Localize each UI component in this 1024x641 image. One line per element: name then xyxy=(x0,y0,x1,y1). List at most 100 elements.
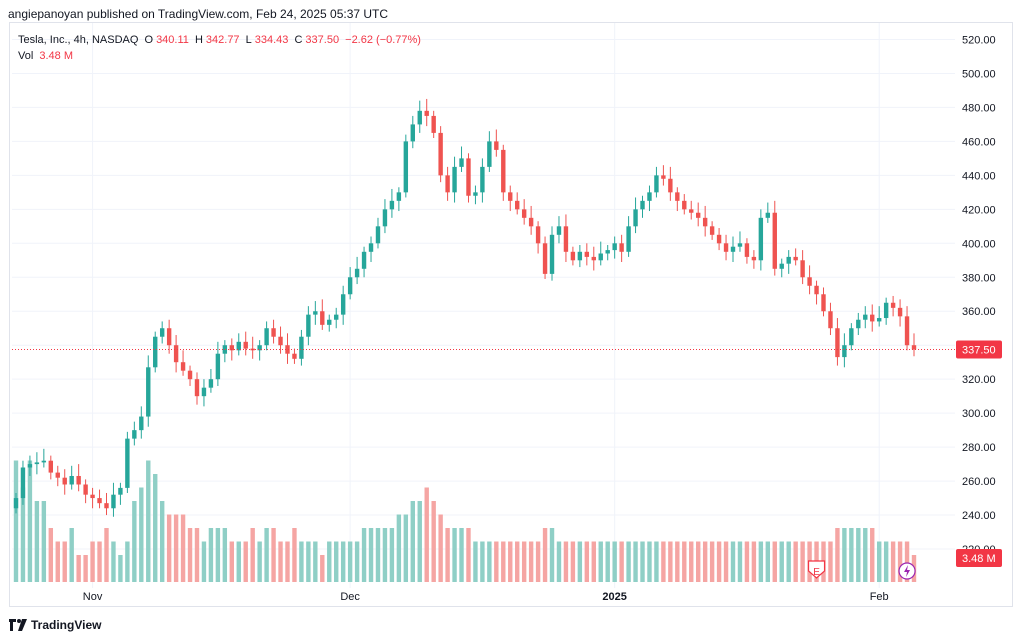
candle-body[interactable] xyxy=(173,345,179,363)
candle-body[interactable] xyxy=(654,175,659,193)
candle-body[interactable] xyxy=(890,302,896,308)
candle-body[interactable] xyxy=(236,341,241,351)
candle-body[interactable] xyxy=(480,166,485,193)
candle-body[interactable] xyxy=(633,209,638,227)
candle-body[interactable] xyxy=(730,246,736,252)
candle-body[interactable] xyxy=(716,234,722,244)
candle-body[interactable] xyxy=(668,178,673,193)
candle-body[interactable] xyxy=(911,345,917,350)
candle-body[interactable] xyxy=(396,192,402,201)
candle-body[interactable] xyxy=(814,285,819,295)
candle-body[interactable] xyxy=(765,212,771,218)
candle-body[interactable] xyxy=(153,336,158,368)
candle-body[interactable] xyxy=(661,175,666,179)
candle-body[interactable] xyxy=(34,462,40,465)
candle-body[interactable] xyxy=(779,263,784,269)
candle-body[interactable] xyxy=(863,314,868,320)
candle-body[interactable] xyxy=(793,256,798,261)
candle-body[interactable] xyxy=(13,498,19,509)
candle-body[interactable] xyxy=(264,328,269,346)
candle-body[interactable] xyxy=(90,494,95,499)
candle-body[interactable] xyxy=(424,110,429,116)
candle-body[interactable] xyxy=(327,319,332,325)
candle-body[interactable] xyxy=(744,243,750,257)
candle-body[interactable] xyxy=(313,311,318,315)
candle-body[interactable] xyxy=(187,370,193,380)
candle-body[interactable] xyxy=(897,307,903,317)
candle-body[interactable] xyxy=(389,200,395,210)
candle-body[interactable] xyxy=(849,328,854,346)
candle-body[interactable] xyxy=(83,484,88,495)
candle-body[interactable] xyxy=(521,209,527,218)
candle-body[interactable] xyxy=(403,141,409,193)
candle-body[interactable] xyxy=(347,277,353,295)
candle-body[interactable] xyxy=(563,226,569,252)
candle-body[interactable] xyxy=(438,132,443,176)
candle-body[interactable] xyxy=(55,472,60,478)
candle-body[interactable] xyxy=(361,251,367,269)
candle-body[interactable] xyxy=(139,416,144,431)
candle-body[interactable] xyxy=(494,141,499,150)
candle-body[interactable] xyxy=(62,477,67,485)
candle-body[interactable] xyxy=(180,362,186,371)
candle-body[interactable] xyxy=(459,158,464,167)
candle-body[interactable] xyxy=(883,302,889,319)
candle-body[interactable] xyxy=(410,124,415,142)
candle-body[interactable] xyxy=(605,250,610,254)
candle-body[interactable] xyxy=(334,314,339,320)
candle-body[interactable] xyxy=(201,387,207,397)
candle-body[interactable] xyxy=(340,294,346,315)
candle-body[interactable] xyxy=(689,209,694,213)
candle-body[interactable] xyxy=(41,460,47,463)
chart-frame[interactable]: 220.00240.00260.00280.00300.00320.00340.… xyxy=(9,22,1013,607)
candle-body[interactable] xyxy=(758,217,764,261)
candle-body[interactable] xyxy=(515,200,520,210)
candle-body[interactable] xyxy=(549,234,555,274)
candle-body[interactable] xyxy=(222,345,228,354)
candlestick-chart[interactable]: 220.00240.00260.00280.00300.00320.00340.… xyxy=(10,23,1014,608)
candle-body[interactable] xyxy=(528,217,534,227)
candle-body[interactable] xyxy=(640,200,645,210)
candle-body[interactable] xyxy=(577,251,583,261)
candle-body[interactable] xyxy=(382,209,388,227)
candle-body[interactable] xyxy=(723,243,729,252)
candle-body[interactable] xyxy=(501,149,506,193)
candle-body[interactable] xyxy=(257,345,262,351)
candle-body[interactable] xyxy=(69,475,74,485)
candle-body[interactable] xyxy=(146,367,151,417)
candle-body[interactable] xyxy=(675,192,680,201)
candle-body[interactable] xyxy=(904,316,910,346)
earnings-icon[interactable] xyxy=(807,560,826,579)
candle-body[interactable] xyxy=(508,192,513,201)
symbol-label[interactable]: Tesla, Inc., 4h, NASDAQ xyxy=(18,34,139,46)
candle-body[interactable] xyxy=(591,256,596,261)
candle-body[interactable] xyxy=(487,141,492,167)
candle-body[interactable] xyxy=(271,328,276,337)
candle-body[interactable] xyxy=(647,192,652,201)
candle-body[interactable] xyxy=(229,345,234,351)
candle-body[interactable] xyxy=(821,294,826,312)
candle-body[interactable] xyxy=(292,353,297,359)
candle-body[interactable] xyxy=(800,260,805,278)
candle-body[interactable] xyxy=(417,110,422,125)
candle-body[interactable] xyxy=(584,251,590,257)
candle-body[interactable] xyxy=(125,438,130,488)
candle-body[interactable] xyxy=(354,268,360,278)
candle-body[interactable] xyxy=(619,243,624,252)
candle-body[interactable] xyxy=(473,192,478,196)
candle-body[interactable] xyxy=(542,243,548,274)
candle-body[interactable] xyxy=(299,336,304,359)
candle-body[interactable] xyxy=(111,494,116,509)
candle-body[interactable] xyxy=(751,256,757,261)
candle-body[interactable] xyxy=(828,311,833,329)
candle-body[interactable] xyxy=(772,212,777,269)
candle-body[interactable] xyxy=(876,318,882,322)
candle-body[interactable] xyxy=(709,226,715,235)
candle-body[interactable] xyxy=(535,226,541,244)
candle-body[interactable] xyxy=(835,328,840,358)
candle-body[interactable] xyxy=(598,253,603,261)
candle-body[interactable] xyxy=(194,379,200,397)
candle-body[interactable] xyxy=(842,345,847,358)
candle-body[interactable] xyxy=(48,460,54,473)
candle-body[interactable] xyxy=(856,319,861,329)
